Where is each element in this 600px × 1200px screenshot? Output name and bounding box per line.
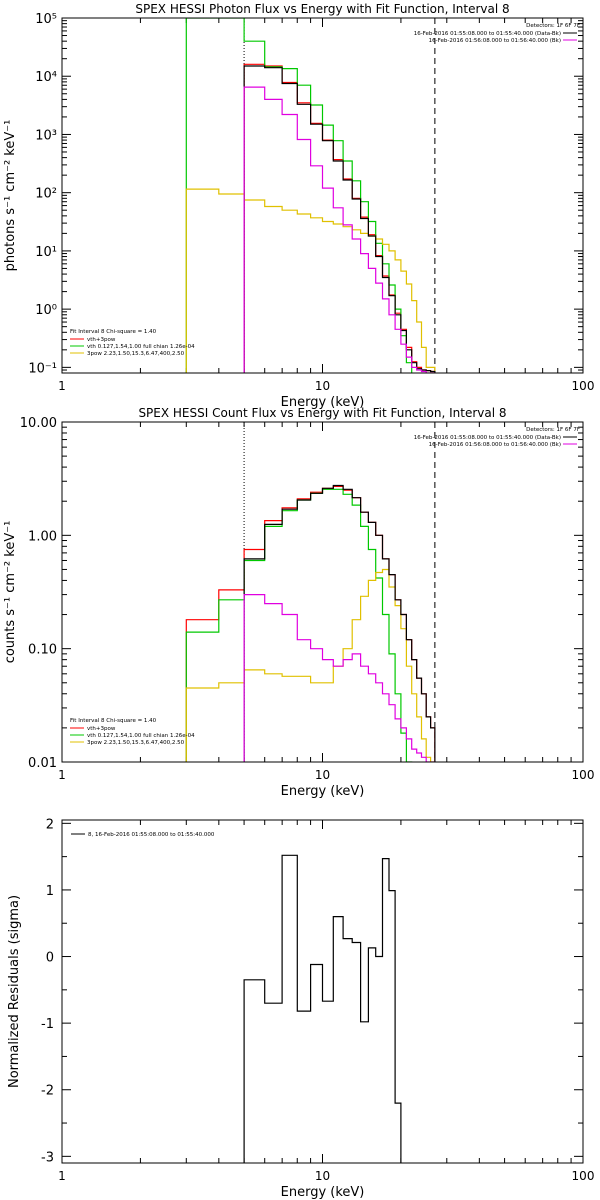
y-tick-label: 0 [46,951,54,966]
legend-entry: vth 0.127,1.54,1.00 full chian 1.26e-04 [87,344,195,350]
x-tick-label: 100 [572,768,595,782]
x-tick-label: 1 [58,379,66,393]
legend-title: Fit Interval 8 Chi-square = 1.40 [70,329,157,335]
y-tick-label: 10³ [35,128,57,143]
x-tick-label: 10 [315,768,330,782]
interval-header-line: 16-Feb-2016 01:55:08.000 to 01:55:40.000… [414,31,561,37]
series-vth [185,488,436,762]
plot-frame [61,17,584,374]
x-tick-label: 10 [315,379,330,393]
legend-entry: 3pow 2.23,1.50,15.3,6.47,400,2.50 [87,351,185,357]
legend-entry: 3pow 2.23,1.50,15.3,6.47,400,2.50 [87,740,185,746]
y-tick-label: 1.00 [28,529,57,544]
plot-area [185,18,436,373]
x-tick-label: 1 [58,1169,66,1183]
x-tick-label: 10 [315,1169,330,1183]
y-tick-label: 2 [46,817,54,832]
y-tick-label: 10² [35,187,57,202]
series-vth-3pow [185,485,436,762]
legend-entry: vth 0.127,1.54,1.00 full chian 1.26e-04 [87,733,195,739]
plot-frame [61,421,584,763]
series-vth [185,18,436,373]
x-axis-label: Energy (keV) [281,784,365,799]
y-tick-label: -1 [41,1017,54,1032]
chart-title: SPEX HESSI Count Flux vs Energy with Fit… [138,406,506,420]
y-tick-label: 10⁻¹ [28,361,57,376]
x-axis-label: Energy (keV) [281,395,365,410]
y-tick-label: 0.10 [28,643,57,658]
plot-frame [61,819,584,1164]
y-tick-label: 10⁵ [35,12,57,27]
series-3pow [185,188,436,373]
chart-panel-2: SPEX HESSI Count Flux vs Energy with Fit… [3,406,594,799]
interval-header-line: 16-Feb-2016 01:56:08.000 to 01:56:40.000… [429,38,561,44]
series-background [243,86,435,373]
y-tick-label: 10.00 [20,416,57,431]
chart-panel-3: 1 10 100 Energy (keV) -3 -2 -1 0 1 2 Normalized Re… [7,817,594,1200]
interval-header-line: 16-Feb-2016 01:55:08.000 to 01:55:40.000… [414,435,561,441]
detectors-label: Detectors: 1F 6F 7F [526,427,580,433]
x-tick-label: 1 [58,768,66,782]
legend-entry: vth+3pow [87,337,116,343]
x-tick-label: 100 [572,379,595,393]
series-data [243,65,436,373]
y-tick-label: -2 [41,1084,54,1099]
x-axis-label: Energy (keV) [281,1185,365,1200]
y-axis-label: photons s⁻¹ cm⁻² keV⁻¹ [3,120,18,272]
chart-panel-1: SPEX HESSI Photon Flux vs Energy with Fi… [3,2,594,410]
series-background [243,594,435,762]
detectors-label: Detectors: 1F 6F 7F [526,23,580,29]
interval-header-line: 16-Feb-2016 01:56:08.000 to 01:56:40.000… [429,442,561,448]
y-tick-label: 10¹ [35,245,57,260]
series-3pow [185,568,435,762]
series-vth-3pow [243,63,436,373]
y-axis-label: Normalized Residuals (sigma) [7,895,22,1088]
series-data [243,854,402,1163]
y-tick-label: 10⁴ [35,70,57,85]
x-tick-label: 100 [572,1169,595,1183]
legend-entry: vth+3pow [87,726,116,732]
legend-entry: 8, 16-Feb-2016 01:55:08.000 to 01:55:40.… [88,832,215,838]
series-data [243,484,436,762]
y-tick-label: -3 [41,1150,54,1165]
legend-title: Fit Interval 8 Chi-square = 1.40 [70,718,157,724]
y-tick-label: 0.01 [28,756,57,771]
y-tick-label: 10⁰ [35,303,57,318]
y-axis-label: counts s⁻¹ cm⁻² keV⁻¹ [3,521,18,664]
chart-title: SPEX HESSI Photon Flux vs Energy with Fi… [135,2,509,16]
plot-area [243,854,402,1163]
y-tick-label: 1 [46,884,54,899]
plot-area [185,422,436,762]
